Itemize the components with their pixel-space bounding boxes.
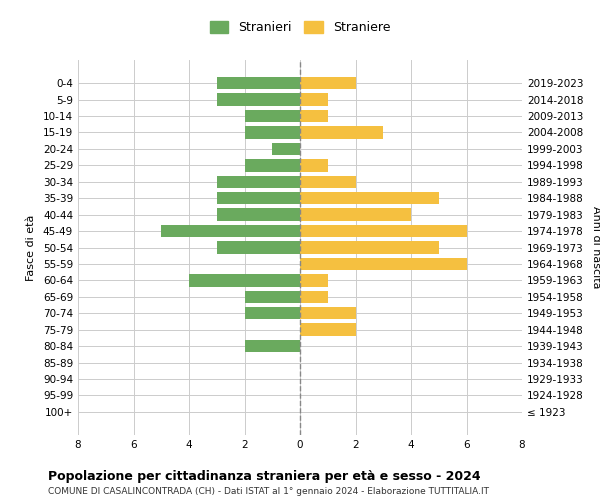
Bar (217, 192, 300, 204)
Bar (300, 126, 383, 138)
Bar (300, 208, 411, 221)
Bar (217, 94, 300, 106)
Bar (217, 242, 300, 254)
Bar (217, 208, 300, 221)
Bar (189, 274, 300, 286)
Bar (300, 159, 328, 172)
Bar (300, 258, 467, 270)
Bar (300, 225, 467, 237)
Bar (300, 110, 328, 122)
Bar (300, 176, 355, 188)
Bar (245, 290, 300, 303)
Bar (217, 77, 300, 90)
Bar (161, 225, 300, 237)
Y-axis label: Anni di nascita: Anni di nascita (590, 206, 600, 289)
Y-axis label: Fasce di età: Fasce di età (26, 214, 36, 280)
Bar (300, 192, 439, 204)
Bar (300, 77, 355, 90)
Bar (300, 242, 439, 254)
Bar (245, 126, 300, 138)
Text: Popolazione per cittadinanza straniera per età e sesso - 2024: Popolazione per cittadinanza straniera p… (48, 470, 481, 483)
Legend: Stranieri, Straniere: Stranieri, Straniere (206, 18, 394, 38)
Bar (300, 307, 355, 320)
Bar (245, 307, 300, 320)
Bar (217, 176, 300, 188)
Bar (300, 324, 355, 336)
Text: COMUNE DI CASALINCONTRADA (CH) - Dati ISTAT al 1° gennaio 2024 - Elaborazione TU: COMUNE DI CASALINCONTRADA (CH) - Dati IS… (48, 488, 489, 496)
Bar (245, 110, 300, 122)
Bar (300, 94, 328, 106)
Bar (245, 159, 300, 172)
Bar (272, 143, 300, 155)
Bar (300, 274, 328, 286)
Bar (300, 290, 328, 303)
Bar (245, 340, 300, 352)
